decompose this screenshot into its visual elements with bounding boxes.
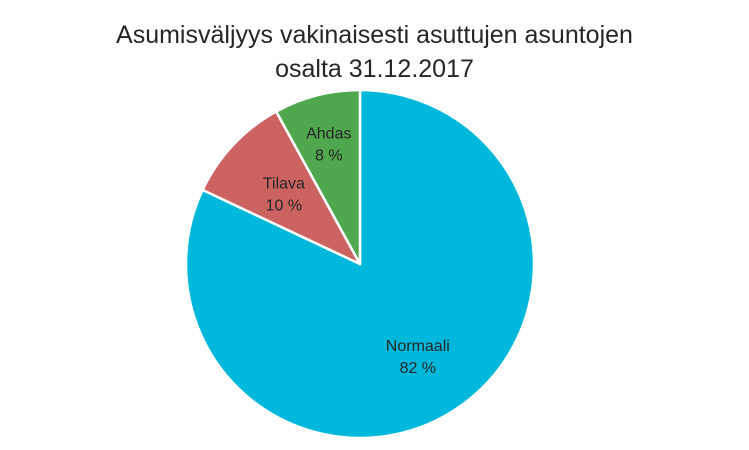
slice-name-tilava: Tilava: [263, 176, 305, 193]
pie-slice-ahdas: [274, 88, 362, 266]
slice-name-normaali: Normaali: [386, 338, 450, 355]
pie-slices: [184, 88, 536, 440]
pie-slice-tilava: [201, 110, 362, 266]
slice-value-normaali: 82 %: [400, 360, 436, 377]
chart-title: Asumisväljyys vakinaisesti asuttujen asu…: [0, 18, 749, 86]
slice-name-ahdas: Ahdas: [306, 126, 351, 143]
chart-title-line-2: osalta 31.12.2017: [275, 55, 474, 83]
slice-value-tilava: 10 %: [266, 198, 302, 215]
pie-labels: Normaali 82 % Tilava 10 % Ahdas 8 %: [263, 126, 450, 377]
chart-title-line-1: Asumisväljyys vakinaisesti asuttujen asu…: [116, 21, 633, 49]
slice-value-ahdas: 8 %: [315, 148, 343, 165]
